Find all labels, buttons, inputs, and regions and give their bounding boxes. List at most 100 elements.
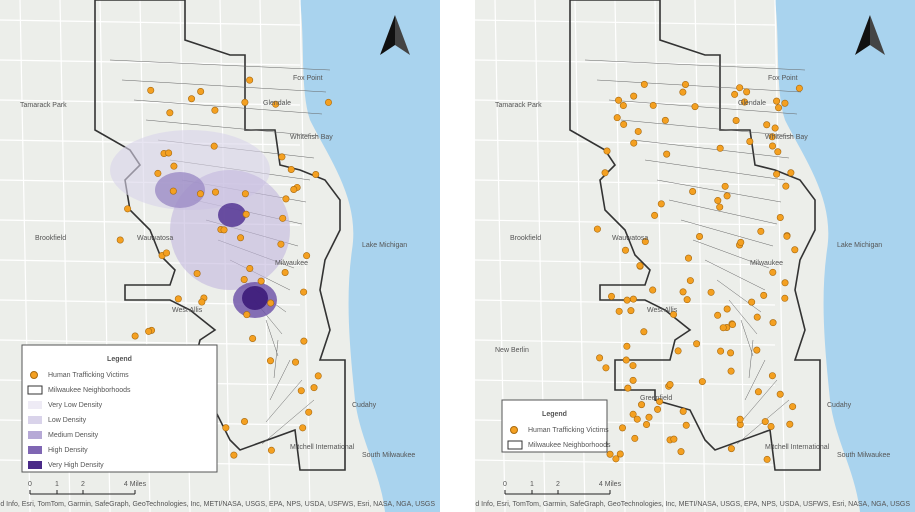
- road: [694, 0, 706, 512]
- density-area: [218, 203, 246, 227]
- victim-point: [776, 214, 784, 222]
- scale-label: 1: [55, 481, 59, 488]
- victim-point: [624, 384, 632, 392]
- place-label: Tamarack Park: [20, 102, 67, 109]
- victim-point: [631, 434, 639, 442]
- victim-point: [768, 372, 776, 380]
- place-label: New Berlin: [495, 347, 529, 354]
- road: [774, 0, 786, 512]
- place-label: Lake Michigan: [837, 242, 882, 249]
- victim-point: [721, 182, 729, 190]
- victim-point: [267, 446, 275, 454]
- place-label: Mitchell International: [765, 444, 830, 451]
- victim-point: [696, 232, 704, 240]
- victim-point: [620, 120, 628, 128]
- victim-point: [727, 367, 735, 375]
- road: [0, 339, 301, 346]
- victim-point: [746, 137, 754, 145]
- victim-point: [305, 408, 313, 416]
- victim-point: [741, 98, 749, 106]
- victim-point: [246, 264, 254, 272]
- victim-point: [682, 421, 690, 429]
- victim-point: [198, 298, 206, 306]
- neighborhood-line: [716, 279, 762, 313]
- north-arrow: [870, 15, 885, 55]
- victim-point: [633, 415, 641, 423]
- victim-point: [300, 337, 308, 345]
- neighborhood-line: [273, 339, 279, 379]
- victim-point: [629, 410, 637, 418]
- legend-item: Milwaukee Neighborhoods: [528, 442, 611, 449]
- victim-point: [257, 277, 265, 285]
- legend-item: Milwaukee Neighborhoods: [48, 387, 131, 394]
- victim-point: [771, 124, 779, 132]
- victim-point: [623, 342, 631, 350]
- legend-swatch: [28, 461, 42, 469]
- victim-point: [243, 311, 251, 319]
- victim-point: [279, 214, 287, 222]
- victim-point: [596, 354, 604, 362]
- legend-item: Very High Density: [48, 462, 104, 469]
- road: [734, 0, 746, 512]
- place-label: Wauwatosa: [137, 235, 173, 242]
- road: [475, 19, 776, 26]
- victim-point: [791, 246, 799, 254]
- victim-point: [723, 305, 731, 313]
- place-label: Milwaukee: [275, 260, 308, 267]
- victim-point: [613, 114, 621, 122]
- attribution: Milwaukee County Land Info, Esri, TomTom…: [0, 501, 435, 508]
- victim-point: [281, 269, 289, 277]
- place-label: Whitefish Bay: [765, 134, 808, 141]
- road: [0, 19, 301, 26]
- victim-point: [116, 236, 124, 244]
- victim-point: [312, 171, 320, 179]
- victim-point: [240, 276, 248, 284]
- victim-point: [615, 307, 623, 315]
- victim-point: [716, 144, 724, 152]
- scale-label: 2: [81, 481, 85, 488]
- victim-point: [689, 187, 697, 195]
- legend-swatch: [28, 446, 42, 454]
- victim-point: [165, 149, 173, 157]
- victim-point: [781, 279, 789, 287]
- victim-point: [197, 87, 205, 95]
- victim-point: [640, 328, 648, 336]
- victim-point: [736, 84, 744, 92]
- victim-point: [651, 211, 659, 219]
- victim-point: [729, 321, 737, 329]
- victim-point: [154, 169, 162, 177]
- victim-point: [757, 227, 765, 235]
- victim-point: [670, 310, 678, 318]
- neighborhood-line: [596, 79, 802, 93]
- victim-point: [776, 390, 784, 398]
- legend-item: Low Density: [48, 417, 87, 424]
- victim-point: [299, 424, 307, 432]
- neighborhood-line: [261, 399, 315, 445]
- legend-item: Human Trafficking Victims: [528, 427, 609, 434]
- victim-point: [679, 88, 687, 96]
- neighborhood-line: [644, 159, 786, 181]
- victim-point: [629, 362, 637, 370]
- neighborhood-line: [265, 379, 303, 423]
- legend-box: [21, 344, 218, 473]
- place-label: Whitefish Bay: [290, 134, 333, 141]
- victim-point: [249, 334, 257, 342]
- neighborhood-line: [133, 99, 323, 115]
- victim-point: [220, 226, 228, 234]
- victim-point: [629, 295, 637, 303]
- neighborhood-line: [656, 179, 782, 203]
- place-label: Brookfield: [35, 235, 66, 242]
- victim-point: [246, 76, 254, 84]
- victim-point: [272, 100, 280, 108]
- victim-point: [310, 384, 318, 392]
- victim-point: [211, 188, 219, 196]
- victim-point: [324, 98, 332, 106]
- victim-point: [641, 238, 649, 246]
- victim-point: [781, 99, 789, 107]
- victim-point: [290, 186, 298, 194]
- road: [654, 0, 666, 512]
- place-label: South Milwaukee: [362, 452, 415, 459]
- victim-point: [769, 268, 777, 276]
- victim-point: [663, 150, 671, 158]
- victim-point: [623, 296, 631, 304]
